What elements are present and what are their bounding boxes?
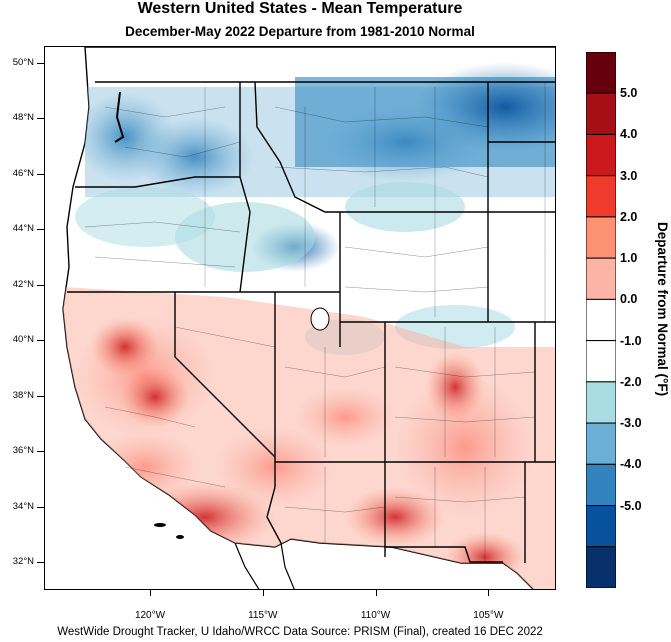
anomaly-field [63, 62, 555, 589]
colorbar-swatch [586, 505, 616, 548]
colorbar-swatch [586, 381, 616, 424]
latitude-label: 34°N [12, 500, 34, 512]
colorbar-swatch [586, 298, 616, 342]
latitude-label: 48°N [12, 112, 34, 124]
temperature-departure-map [44, 46, 556, 590]
colorbar-title: Departure from Normal (°F) [655, 222, 670, 397]
colorbar-swatch [586, 546, 616, 588]
colorbar-swatch [586, 216, 616, 259]
colorbar-swatch [586, 257, 616, 300]
colorbar-tick-label: -3.0 [620, 416, 642, 431]
latitude-tick [37, 506, 44, 508]
data-source-credit: WestWide Drought Tracker, U Idaho/WRCC D… [57, 626, 543, 638]
latitude-tick [37, 229, 44, 231]
longitude-tick [375, 590, 377, 596]
colorbar-tick-label: 3.0 [620, 168, 638, 183]
longitude-label: 105°W [473, 610, 504, 621]
map-title: Western United States - Mean Temperature [137, 0, 463, 17]
colorbar-tick-label: 2.0 [620, 209, 638, 224]
latitude-label: 44°N [12, 223, 34, 235]
great-salt-lake [310, 307, 330, 331]
colorbar-tick-label: -4.0 [620, 457, 642, 472]
latitude-tick [37, 562, 44, 564]
latitude-tick [37, 451, 44, 453]
colorbar-swatch [586, 422, 616, 465]
colorbar-tick-label: -5.0 [620, 498, 642, 513]
latitude-tick [37, 395, 44, 397]
colorbar-swatch [586, 463, 616, 507]
colorbar-swatch [586, 133, 616, 177]
map-subtitle: December-May 2022 Departure from 1981-20… [125, 24, 475, 39]
state-boundaries [67, 81, 555, 563]
colorbar-tick-label: 4.0 [620, 127, 638, 142]
map-canvas [62, 47, 555, 589]
longitude-tick [488, 590, 490, 596]
latitude-label: 32°N [12, 556, 34, 568]
latitude-tick [37, 340, 44, 342]
longitude-label: 110°W [360, 610, 391, 621]
colorbar-tick-label: 5.0 [620, 86, 638, 101]
colorbar-swatch [586, 52, 616, 94]
colorbar-tick-label: 0.0 [620, 292, 638, 307]
colorbar-tick-label: 1.0 [620, 251, 638, 266]
longitude-label: 115°W [248, 610, 278, 621]
latitude-label: 36°N [12, 445, 34, 457]
latitude-tick [37, 284, 44, 286]
latitude-label: 38°N [12, 389, 34, 401]
county-boundaries [84, 82, 546, 562]
latitude-label: 40°N [12, 334, 34, 346]
longitude-tick [150, 590, 151, 596]
longitude-tick [262, 590, 264, 596]
latitude-label: 50°N [12, 56, 34, 68]
latitude-tick [37, 62, 44, 64]
colorbar [586, 52, 616, 588]
longitude-label: 120°W [134, 610, 166, 621]
latitude-label: 42°N [12, 278, 34, 290]
colorbar-swatch [586, 340, 616, 383]
colorbar-tick-label: -1.0 [620, 333, 642, 348]
colorbar-swatch [586, 92, 616, 135]
colorbar-swatch [586, 175, 616, 218]
latitude-tick [37, 173, 44, 175]
colorbar-tick-label: -2.0 [620, 374, 642, 389]
latitude-tick [37, 118, 44, 120]
latitude-label: 46°N [12, 167, 34, 179]
